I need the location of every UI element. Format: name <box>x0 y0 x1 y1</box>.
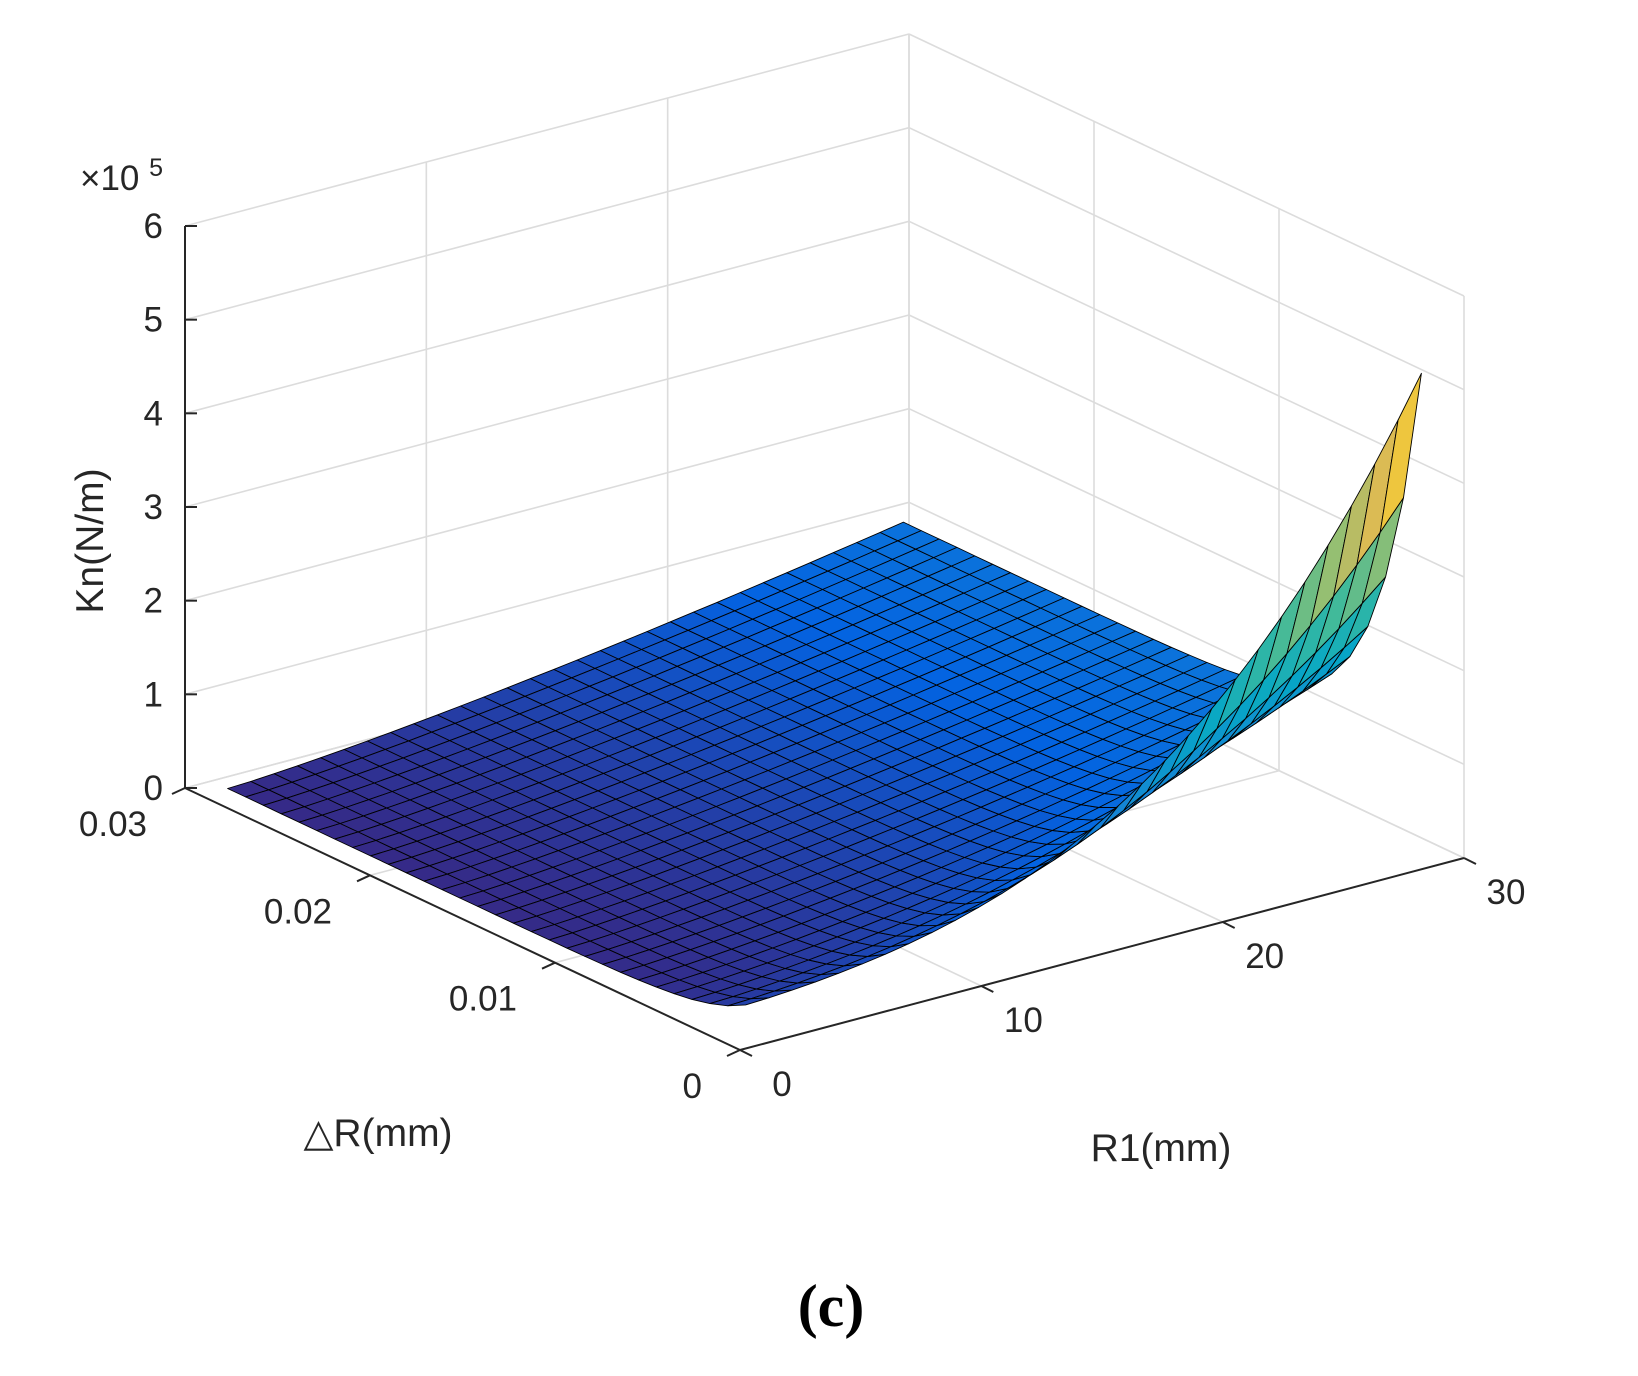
y-tick-label: 0.01 <box>449 980 517 1019</box>
x-tick-mark <box>1222 921 1236 929</box>
x-tick-label: 0 <box>772 1065 791 1104</box>
grid-line-side-z <box>908 501 1465 766</box>
y-tick-mark <box>356 874 371 883</box>
grid-line-back-z <box>184 126 910 321</box>
y-tick-label: 0.02 <box>264 892 332 931</box>
x-axis-label: R1(mm) <box>1091 1127 1232 1170</box>
grid-line-side-z <box>908 407 1465 672</box>
figure-caption: (c) <box>798 1273 865 1339</box>
y-tick-mark <box>541 961 556 970</box>
y-tick-label: 0.03 <box>79 805 147 844</box>
grid-line-back-z <box>184 314 910 508</box>
grid-line-side-z <box>908 220 1465 485</box>
axis-labels: Kn(N/m) △R(mm) R1(mm) ×10 5 <box>69 154 1231 1170</box>
surface-mesh <box>227 372 1422 1007</box>
z-axis-label: Kn(N/m) <box>69 468 112 613</box>
z-tick-label: 6 <box>144 207 163 246</box>
x-tick-mark <box>980 985 994 993</box>
y-tick-mark <box>171 787 186 795</box>
y-axis-label: △R(mm) <box>303 1112 452 1155</box>
surface-patch <box>1379 372 1422 533</box>
x-tick-label: 20 <box>1245 937 1284 976</box>
grid-line-back-z <box>184 220 910 415</box>
y-tick-mark <box>726 1049 741 1057</box>
z-tick-label: 2 <box>144 582 163 621</box>
grid-line-back-z <box>184 501 910 696</box>
z-exponent-power: 5 <box>149 154 163 182</box>
x-tick-mark <box>1463 857 1477 865</box>
z-tick-label: 5 <box>144 301 163 340</box>
z-tick-label: 3 <box>144 488 163 527</box>
z-exponent-base: ×10 <box>80 159 139 198</box>
x-axis-line <box>739 857 1465 1051</box>
grid-line-side-z <box>908 33 1465 297</box>
x-tick-label: 10 <box>1004 1001 1043 1040</box>
y-tick-label: 0 <box>683 1067 702 1106</box>
z-tick-label: 1 <box>144 675 163 714</box>
y-axis-line <box>184 787 741 1051</box>
x-tick-mark <box>739 1049 753 1057</box>
x-tick-label: 30 <box>1487 873 1526 912</box>
z-tick-label: 0 <box>144 769 163 808</box>
z-tick-label: 4 <box>144 394 163 433</box>
grid-line-side-z <box>908 126 1465 391</box>
grid-line-back-z <box>184 33 910 227</box>
z-exponent-label: ×10 5 <box>80 154 163 198</box>
grid-line-back-z <box>184 407 910 602</box>
